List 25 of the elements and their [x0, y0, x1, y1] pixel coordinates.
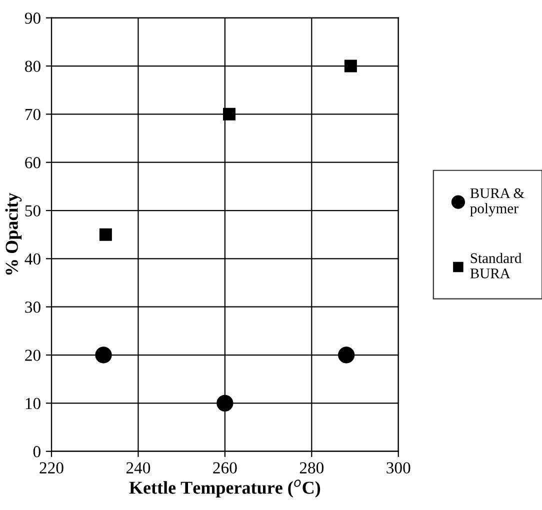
y-tick-label: 30 — [25, 302, 40, 313]
point — [99, 228, 112, 241]
y-tick-label: 0 — [33, 446, 40, 458]
y-tick-label: 40 — [24, 253, 40, 265]
y-tick-label: 90 — [24, 12, 40, 24]
legend-label: Standard BURA — [470, 252, 522, 278]
y-tick-label: 70 — [26, 108, 40, 120]
point — [216, 394, 234, 412]
legend-label: BURA & polymer — [470, 188, 524, 216]
y-tick-label: 80 — [25, 60, 40, 72]
point — [223, 108, 236, 120]
y-tick-label: 50 — [25, 205, 40, 216]
point — [95, 346, 112, 364]
y-tick-label: 60 — [25, 157, 40, 168]
x-tick-label: 220 — [40, 462, 64, 474]
point — [344, 60, 357, 72]
x-tick-label: 280 — [300, 462, 324, 474]
x-axis-title: Kettle Temperature ($^{o}$C) — [129, 480, 320, 498]
x-tick-label: 260 — [213, 462, 237, 474]
point — [338, 346, 355, 364]
x-tick-label: 300 — [386, 462, 410, 474]
x-tick-label: 240 — [126, 462, 150, 474]
y-tick-label: 20 — [25, 350, 40, 361]
y-tick-label: 10 — [26, 398, 40, 410]
y-axis-title: % Opacity — [5, 192, 22, 275]
